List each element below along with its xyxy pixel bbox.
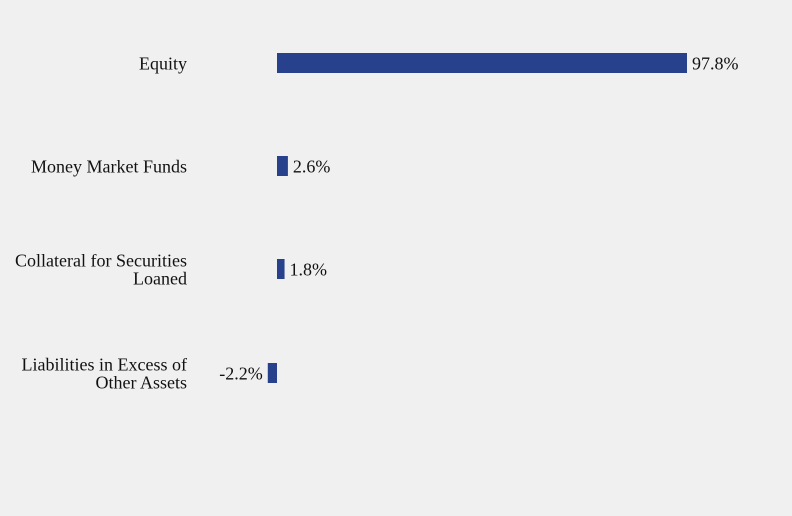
bar-liabilities-in-excess-of-other-assets <box>267 363 277 383</box>
category-label-money-market-funds: Money Market Funds <box>31 156 187 176</box>
bar-money-market-funds <box>277 156 288 176</box>
category-labels: Equity Money Market Funds Collateral for S… <box>15 53 187 392</box>
value-labels: 97.8% 2.6% 1.8% -2.2% <box>219 53 738 383</box>
category-label-line: Liabilities in Excess of <box>22 354 187 374</box>
value-label-money-market-funds: 2.6% <box>293 156 331 176</box>
category-label-liabilities-in-excess-of-other-assets: Liabilities in Excess of Other Assets <box>22 354 187 392</box>
category-label-line: Loaned <box>133 268 187 288</box>
value-label-collateral-for-securities-loaned: 1.8% <box>290 259 328 279</box>
bar-equity <box>277 53 687 73</box>
category-label-line: Money Market Funds <box>31 156 187 176</box>
category-label-collateral-for-securities-loaned: Collateral for Securities Loaned <box>15 250 187 288</box>
bar-collateral-for-securities-loaned <box>277 259 285 279</box>
bars <box>267 53 687 383</box>
category-label-line: Equity <box>139 53 187 73</box>
value-label-liabilities-in-excess-of-other-assets: -2.2% <box>219 363 263 383</box>
category-label-equity: Equity <box>139 53 187 73</box>
category-label-line: Collateral for Securities <box>15 250 187 270</box>
category-label-line: Other Assets <box>96 372 188 392</box>
value-label-equity: 97.8% <box>692 53 739 73</box>
